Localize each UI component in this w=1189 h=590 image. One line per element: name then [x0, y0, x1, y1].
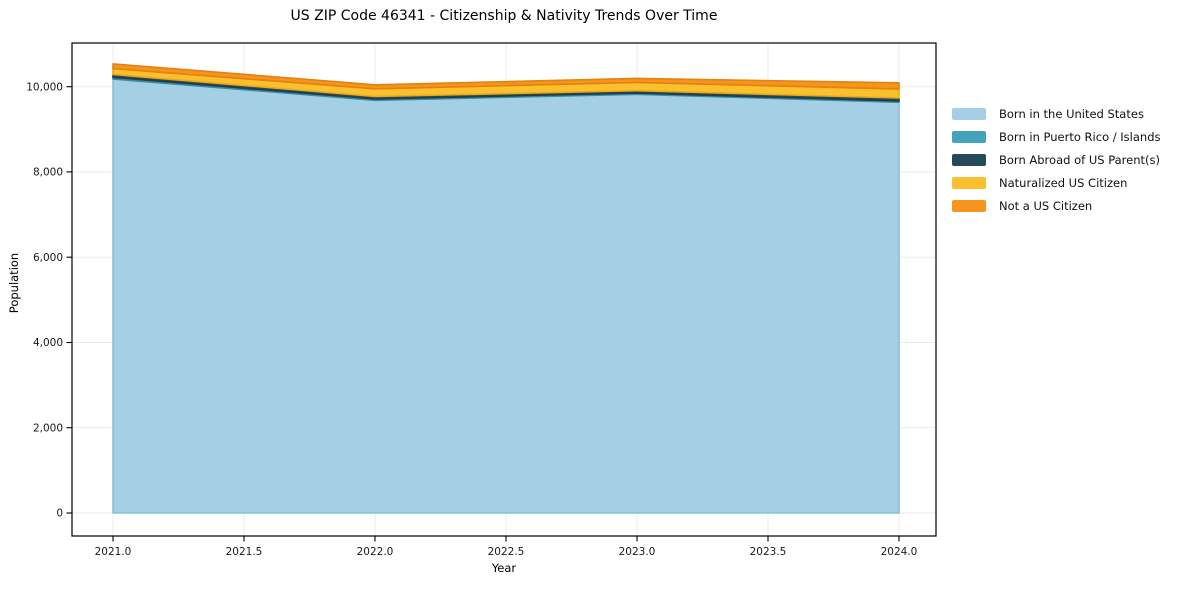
legend-item-2: Born Abroad of US Parent(s) — [952, 149, 1161, 172]
y-axis-label: Population — [7, 252, 21, 314]
y-tick-label: 0 — [56, 508, 63, 520]
x-tick-label: 2021.0 — [95, 546, 132, 558]
legend-swatch — [952, 200, 986, 212]
y-tick-label: 6,000 — [33, 252, 63, 264]
legend-label: Not a US Citizen — [999, 199, 1093, 213]
y-tick-label: 10,000 — [26, 81, 63, 93]
legend-swatch — [952, 154, 986, 167]
legend-swatch — [952, 177, 986, 190]
x-tick-label: 2024.0 — [881, 546, 918, 558]
legend-swatch — [952, 131, 986, 144]
legend-item-1: Born in Puerto Rico / Islands — [952, 126, 1161, 149]
x-tick-label: 2023.5 — [750, 546, 787, 558]
area-series-0 — [112, 78, 900, 514]
legend-label: Naturalized US Citizen — [999, 176, 1128, 191]
x-tick-label: 2021.5 — [226, 546, 263, 558]
legend-label: Born in Puerto Rico / Islands — [999, 130, 1161, 145]
legend-swatch — [952, 108, 986, 121]
legend-label: Born in the United States — [999, 107, 1144, 122]
x-tick-label: 2022.0 — [357, 546, 394, 558]
x-tick-label: 2023.0 — [619, 546, 656, 558]
legend-item-3: Naturalized US Citizen — [952, 172, 1161, 195]
legend-item-4: Not a US Citizen — [952, 195, 1161, 218]
y-tick-label: 2,000 — [33, 422, 63, 434]
y-tick-label: 4,000 — [33, 337, 63, 349]
legend-item-0: Born in the United States — [952, 103, 1161, 126]
area-series-4 — [112, 63, 900, 90]
y-tick-label: 8,000 — [33, 167, 63, 179]
legend: Born in the United States Born in Puerto … — [952, 103, 1161, 217]
x-tick-label: 2022.5 — [488, 546, 525, 558]
axes-spines — [71, 42, 937, 537]
legend-label: Born Abroad of US Parent(s) — [999, 153, 1160, 168]
chart-title: US ZIP Code 46341 - Citizenship & Nativi… — [290, 8, 718, 24]
x-axis-label: Year — [491, 561, 517, 575]
